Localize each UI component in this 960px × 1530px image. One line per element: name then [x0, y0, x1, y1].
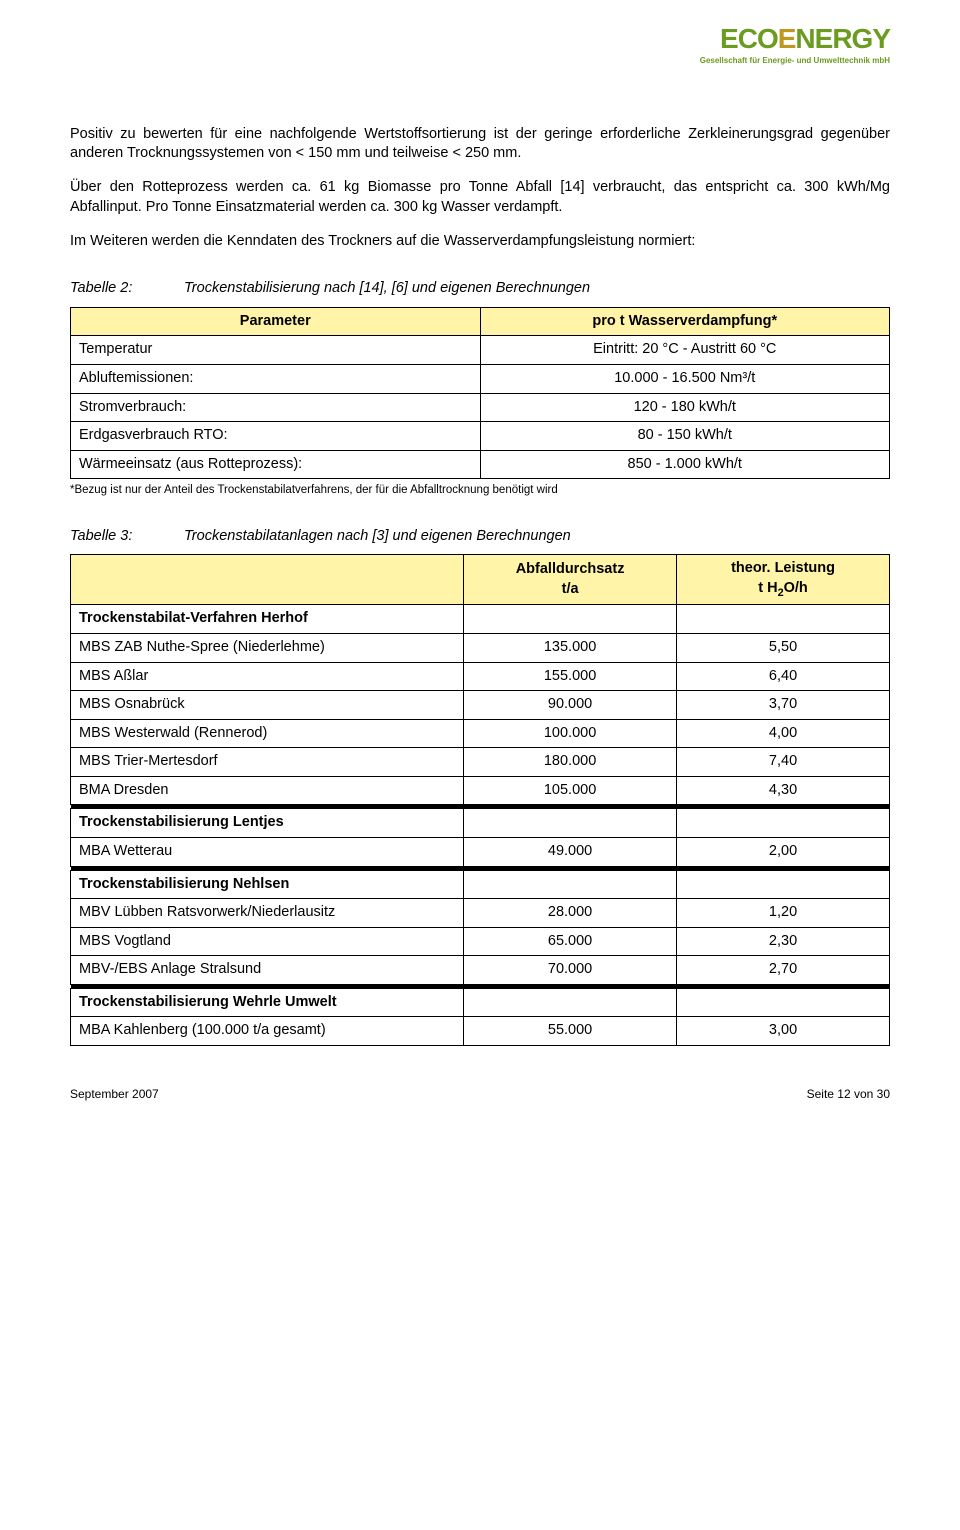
table-row: Wärmeeinsatz (aus Rotteprozess):850 - 1.…	[71, 450, 890, 479]
footer-date: September 2007	[70, 1086, 159, 1102]
table2-caption-text: Trockenstabilisierung nach [14], [6] und…	[184, 280, 590, 296]
footer-page: Seite 12 von 30	[807, 1086, 890, 1102]
table2: Parameter pro t Wasserverdampfung* Tempe…	[70, 307, 890, 479]
table-row: MBV Lübben Ratsvorwerk/Niederlausitz28.0…	[71, 899, 890, 928]
table-row: BMA Dresden105.0004,30	[71, 776, 890, 805]
para-2: Über den Rotteprozess werden ca. 61 kg B…	[70, 178, 890, 217]
table-row: MBS ZAB Nuthe-Spree (Niederlehme)135.000…	[71, 634, 890, 663]
page-footer: September 2007 Seite 12 von 30	[70, 1086, 890, 1102]
table-row: MBS Westerwald (Rennerod)100.0004,00	[71, 719, 890, 748]
table-row: MBS Osnabrück90.0003,70	[71, 691, 890, 720]
para-3: Im Weiteren werden die Kenndaten des Tro…	[70, 232, 890, 252]
table2-footnote: *Bezug ist nur der Anteil des Trockensta…	[70, 483, 890, 499]
logo-eco: ECO	[720, 23, 778, 54]
table-row: MBS Aßlar155.0006,40	[71, 662, 890, 691]
table-row: MBS Trier-Mertesdorf180.0007,40	[71, 748, 890, 777]
para-1: Positiv zu bewerten für eine nachfolgend…	[70, 125, 890, 164]
logo-subtitle: Gesellschaft für Energie- und Umwelttech…	[700, 56, 890, 67]
logo: ECOENERGY Gesellschaft für Energie- und …	[700, 20, 890, 67]
logo-e: E	[778, 23, 796, 54]
table3-label: Tabelle 3:	[70, 527, 180, 547]
section-row: Trockenstabilisierung Lentjes	[71, 809, 890, 838]
table-row: MBV-/EBS Anlage Stralsund70.0002,70	[71, 956, 890, 985]
table3-header-leistung: theor. Leistungt H2O/h	[677, 555, 890, 605]
table-row: Stromverbrauch:120 - 180 kWh/t	[71, 393, 890, 422]
table-row: MBS Vogtland65.0002,30	[71, 927, 890, 956]
table-row: MBA Kahlenberg (100.000 t/a gesamt)55.00…	[71, 1017, 890, 1046]
table-row: MBA Wetterau49.0002,00	[71, 837, 890, 866]
table3-caption-text: Trockenstabilatanlagen nach [3] und eige…	[184, 528, 571, 544]
table2-header-value: pro t Wasserverdampfung*	[480, 307, 890, 336]
section-row: Trockenstabilat-Verfahren Herhof	[71, 605, 890, 634]
section-row: Trockenstabilisierung Nehlsen	[71, 870, 890, 899]
table3-header-durchsatz: Abfalldurchsatzt/a	[464, 555, 677, 605]
table2-caption: Tabelle 2: Trockenstabilisierung nach [1…	[70, 279, 890, 299]
section-row: Trockenstabilisierung Wehrle Umwelt	[71, 988, 890, 1017]
table3-header-empty	[71, 555, 464, 605]
table3-caption: Tabelle 3: Trockenstabilatanlagen nach […	[70, 527, 890, 547]
table-row: Abluftemissionen:10.000 - 16.500 Nm³/t	[71, 365, 890, 394]
logo-nergy: NERGY	[795, 23, 890, 54]
table3: Abfalldurchsatzt/a theor. Leistungt H2O/…	[70, 554, 890, 1046]
table-row: TemperaturEintritt: 20 °C - Austritt 60 …	[71, 336, 890, 365]
table-row: Erdgasverbrauch RTO:80 - 150 kWh/t	[71, 422, 890, 451]
table2-label: Tabelle 2:	[70, 279, 180, 299]
table2-header-param: Parameter	[71, 307, 481, 336]
